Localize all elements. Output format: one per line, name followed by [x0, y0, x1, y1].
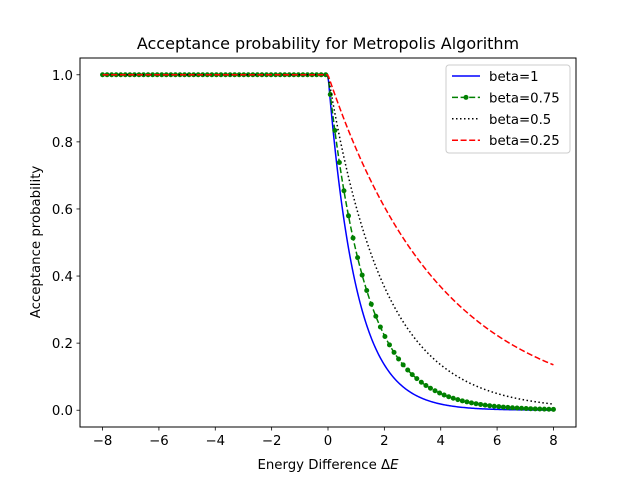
data-point — [459, 398, 465, 404]
data-point — [341, 188, 347, 194]
data-point — [537, 406, 543, 412]
data-point — [314, 72, 320, 78]
data-point — [409, 372, 415, 378]
data-point — [464, 399, 470, 405]
y-tick-label: 0.4 — [52, 270, 73, 285]
x-tick-label: 4 — [436, 434, 444, 449]
data-point — [391, 349, 397, 355]
x-axis-label: Energy Difference ΔE — [257, 458, 399, 473]
data-point — [450, 395, 456, 401]
data-point — [437, 390, 443, 396]
data-point — [550, 406, 556, 412]
data-point — [505, 404, 511, 410]
x-tick-label: −8 — [93, 434, 113, 449]
data-point — [227, 72, 233, 78]
data-point — [432, 388, 438, 394]
data-point — [473, 401, 479, 407]
y-tick-label: 0.6 — [52, 203, 73, 218]
x-tick-label: 2 — [380, 434, 388, 449]
data-point — [546, 406, 552, 412]
data-point — [345, 213, 351, 219]
data-point — [218, 72, 224, 78]
x-axis: −8 −6 −4 −2 0 2 4 6 8 — [93, 427, 558, 449]
legend-marker — [463, 94, 469, 100]
legend: beta=1 beta=0.75 beta=0.5 beta=0.25 — [445, 64, 571, 154]
data-point — [355, 255, 361, 261]
data-point — [446, 394, 452, 400]
data-point — [519, 405, 525, 411]
y-tick-label: 0.2 — [52, 337, 73, 352]
x-tick-label: 0 — [324, 434, 332, 449]
data-point — [528, 406, 534, 412]
data-point — [541, 406, 547, 412]
data-point — [295, 72, 301, 78]
legend-label: beta=0.75 — [489, 91, 560, 106]
legend-box — [445, 64, 571, 154]
y-axis-label: Acceptance probability — [29, 166, 44, 319]
data-point — [514, 405, 520, 411]
data-point — [350, 235, 356, 241]
data-point — [327, 91, 333, 97]
data-point — [509, 405, 515, 411]
data-point — [386, 342, 392, 348]
data-point — [441, 392, 447, 398]
data-point — [532, 406, 538, 412]
data-point — [373, 313, 379, 319]
data-point — [487, 403, 493, 409]
data-point — [414, 376, 420, 382]
data-point — [491, 403, 497, 409]
data-point — [323, 72, 329, 78]
data-point — [100, 72, 106, 78]
x-axis-label-variable: E — [390, 458, 399, 473]
data-point — [455, 397, 461, 403]
data-point — [400, 362, 406, 368]
data-point — [482, 402, 488, 408]
data-point — [500, 404, 506, 410]
data-point — [286, 72, 292, 78]
data-point — [496, 404, 502, 410]
x-tick-label: −4 — [205, 434, 225, 449]
data-point — [478, 401, 484, 407]
x-axis-label-text: Energy Difference — [257, 458, 381, 473]
data-point — [359, 272, 365, 278]
legend-label: beta=1 — [489, 70, 539, 85]
plot-area — [100, 72, 556, 412]
x-tick-label: −6 — [149, 434, 169, 449]
data-point — [523, 406, 529, 412]
series-line-beta=0.25 — [102, 74, 554, 366]
data-point — [405, 367, 411, 373]
y-tick-label: 1.0 — [52, 69, 73, 84]
data-point — [336, 159, 342, 165]
data-point — [245, 72, 251, 78]
legend-label: beta=0.25 — [489, 134, 560, 149]
data-point — [364, 288, 370, 294]
data-point — [468, 400, 474, 406]
x-tick-label: −2 — [262, 434, 282, 449]
y-tick-label: 0.8 — [52, 136, 73, 151]
data-point — [332, 128, 338, 134]
x-tick-label: 6 — [493, 434, 501, 449]
data-point — [131, 72, 137, 78]
data-point — [368, 301, 374, 307]
data-point — [427, 385, 433, 391]
x-axis-label-delta: Δ — [381, 458, 390, 473]
chart-title: Acceptance probability for Metropolis Al… — [137, 34, 519, 53]
data-point — [418, 379, 424, 385]
x-tick-label: 8 — [549, 434, 557, 449]
legend-label: beta=0.5 — [489, 113, 551, 128]
data-point — [159, 72, 165, 78]
data-point — [396, 356, 402, 362]
y-tick-label: 0.0 — [52, 404, 73, 419]
data-point — [377, 324, 383, 330]
data-point — [423, 382, 429, 388]
data-point — [150, 72, 156, 78]
data-point — [382, 334, 388, 340]
y-axis: 0.0 0.2 0.4 0.6 0.8 1.0 — [52, 69, 80, 419]
